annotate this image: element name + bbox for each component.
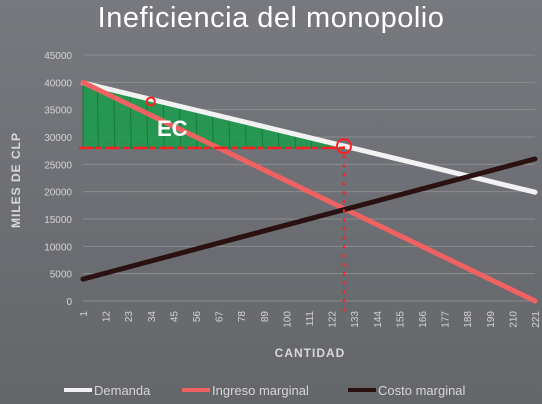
legend-swatch-marginal-cost	[348, 388, 376, 392]
surplus-hatch	[261, 126, 264, 148]
surplus-hatch	[162, 102, 165, 148]
legend-label-demand: Demanda	[94, 382, 151, 398]
x-tick-label: 12	[102, 311, 113, 323]
hand-markup	[79, 96, 352, 313]
y-tick-label: 0	[66, 297, 72, 308]
y-tick-label: 15000	[44, 215, 72, 226]
x-tick-label: 45	[169, 311, 180, 323]
x-tick-label: 155	[395, 311, 406, 328]
x-tick-label: 188	[463, 311, 474, 328]
y-axis-label: MILES DE CLP	[9, 132, 23, 228]
x-tick-label: 23	[124, 311, 135, 323]
x-tick-label: 67	[215, 311, 226, 323]
x-tick-label: 177	[441, 311, 452, 328]
x-tick-label: 89	[260, 311, 271, 323]
x-tick-label: 144	[373, 311, 384, 328]
y-tick-label: 25000	[44, 160, 72, 171]
y-tick-label: 5000	[50, 270, 73, 281]
x-tick-label: 199	[486, 311, 497, 328]
x-tick-label: 56	[192, 311, 203, 323]
marginal-cost-line	[80, 156, 538, 282]
surplus-hatch	[211, 114, 214, 148]
x-tick-label: 34	[147, 311, 158, 323]
y-tick-labels: 0 5000 10000 15000 20000 25000 30000 35000 40000…	[44, 51, 72, 308]
legend-item-demand: Demanda	[64, 380, 150, 400]
y-tick-label: 20000	[44, 188, 72, 199]
x-tick-label: 1	[79, 311, 90, 317]
legend-label-marginal-revenue: Ingreso marginal	[212, 382, 309, 398]
legend: Demanda Ingreso marginal Costo marginal	[0, 380, 542, 400]
equilibrium-circle	[335, 138, 352, 155]
x-tick-label: 221	[531, 311, 542, 328]
marginal-revenue-line	[80, 79, 538, 304]
x-tick-label: 111	[305, 311, 316, 327]
x-tick-label: 122	[328, 311, 339, 328]
surplus-hatch	[195, 110, 198, 148]
y-tick-label: 35000	[44, 106, 72, 117]
surplus-hatch	[96, 86, 99, 148]
surplus-hatch	[146, 98, 149, 148]
x-tick-label: 100	[282, 311, 293, 328]
legend-swatch-demand	[64, 388, 92, 392]
chart-title: Ineficiencia del monopolio	[97, 2, 445, 34]
legend-item-marginal-cost: Costo marginal	[348, 380, 465, 400]
y-tick-label: 10000	[44, 242, 72, 253]
surplus-hatch	[244, 122, 247, 148]
legend-label-marginal-cost: Costo marginal	[378, 382, 466, 398]
x-tick-labels: 1 12 23 34 45 56 67 78 89 100 111 122 133 144 155 166 17…	[79, 311, 542, 328]
x-tick-label: 210	[508, 311, 519, 328]
y-tick-label: 45000	[44, 51, 72, 62]
legend-item-marginal-revenue: Ingreso marginal	[182, 380, 309, 400]
ec-annotation: EC	[157, 116, 188, 141]
x-tick-label: 78	[237, 311, 248, 323]
y-tick-label: 30000	[44, 133, 72, 144]
surplus-hatch	[228, 118, 231, 148]
surplus-hatch	[277, 130, 280, 148]
x-tick-label: 166	[418, 311, 429, 328]
legend-swatch-marginal-revenue	[182, 388, 210, 392]
demand-line	[80, 80, 538, 195]
series-lines	[80, 79, 538, 304]
y-tick-label: 40000	[44, 78, 72, 89]
x-axis-label: CANTIDAD	[275, 346, 346, 360]
demand-mark	[145, 96, 156, 107]
x-tick-label: 133	[350, 311, 361, 328]
